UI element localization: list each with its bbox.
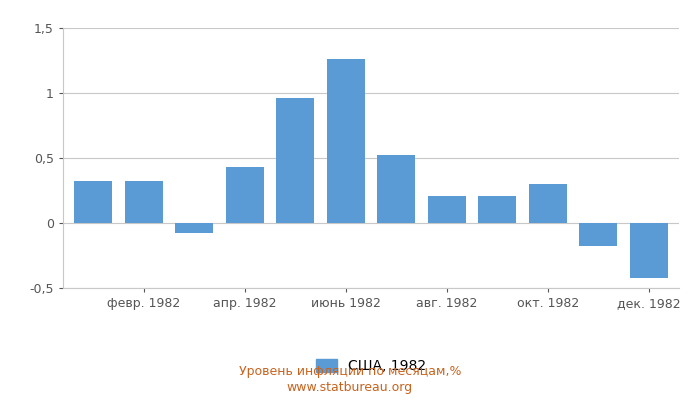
- Bar: [478, 196, 516, 223]
- Text: Уровень инфляции по месяцам,%: Уровень инфляции по месяцам,%: [239, 366, 461, 378]
- Bar: [74, 182, 112, 223]
- Bar: [276, 98, 314, 223]
- Bar: [125, 182, 162, 223]
- Bar: [377, 155, 415, 223]
- Bar: [428, 196, 466, 223]
- Bar: [528, 184, 567, 223]
- Text: www.statbureau.org: www.statbureau.org: [287, 382, 413, 394]
- Bar: [327, 59, 365, 223]
- Bar: [630, 223, 668, 278]
- Bar: [226, 167, 264, 223]
- Bar: [175, 223, 214, 234]
- Bar: [580, 223, 617, 246]
- Legend: США, 1982: США, 1982: [309, 352, 433, 380]
